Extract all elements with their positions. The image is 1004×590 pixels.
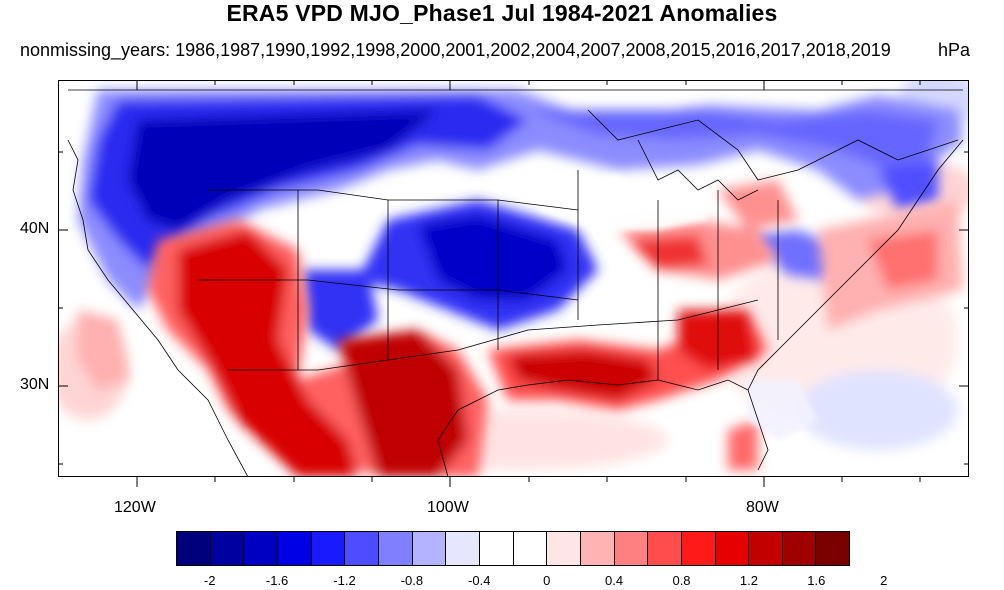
colorbar-swatch [210,532,245,565]
colorbar-label: 2 [880,573,888,588]
colorbar-swatch [345,532,379,565]
colorbar-swatch [412,532,447,565]
colorbar-swatch [749,532,783,565]
colorbar-swatch [681,532,716,565]
colorbar-swatch [446,532,480,565]
colorbar-swatch [580,532,615,565]
lat-label-30n: 30N [20,376,50,393]
colorbar-label: -0.4 [468,573,491,588]
colorbar-swatch [244,532,278,565]
colorbar-swatch [311,532,346,565]
colorbar-label: 0 [543,573,551,588]
lon-label-120w: 120W [114,499,156,516]
lat-label-40n: 40N [20,220,50,237]
colorbar-label: 0.8 [672,573,691,588]
colorbar-label: -0.8 [400,573,424,588]
colorbar-swatch [513,532,548,565]
colorbar-swatch [715,532,750,565]
colorbar-swatch [782,532,817,565]
map-field [58,80,969,477]
map-title: ERA5 VPD MJO_Phase1 Jul 1984-2021 Anomal… [226,0,778,26]
colorbar-label: -2 [203,573,216,588]
lon-label-80w: 80W [746,499,779,516]
colorbar-label: 0.4 [605,573,624,588]
colorbar-swatch [479,532,514,565]
colorbar-label: 1.6 [807,573,826,588]
colorbar-label: -1.6 [265,573,289,588]
lon-label-100w: 100W [427,499,469,516]
anomaly-map [58,80,969,477]
coastline-borders [67,89,964,477]
colorbar-swatch [277,532,312,565]
colorbar-label: -1.2 [333,573,356,588]
units-label: hPa [937,40,970,60]
colorbar-swatch [547,532,581,565]
subtitle-years: nonmissing_years: 1986,1987,1990,1992,19… [20,40,891,60]
colorbar-swatch [648,532,682,565]
colorbar-swatch [378,532,413,565]
colorbar-label: 1.2 [739,573,758,588]
colorbar-swatch [816,532,850,565]
colorbar [176,531,850,566]
colorbar-swatch [177,532,211,565]
colorbar-swatch [614,532,649,565]
